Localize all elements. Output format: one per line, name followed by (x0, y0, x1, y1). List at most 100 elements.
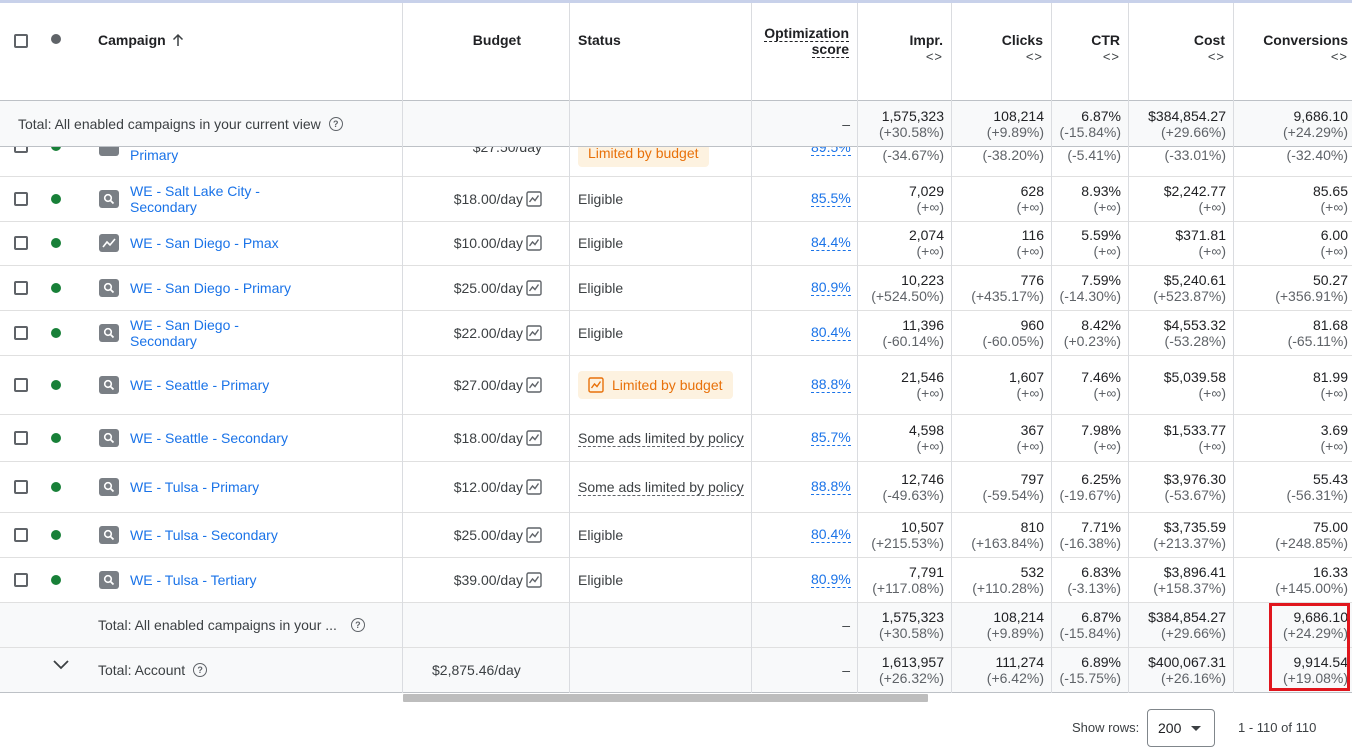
opt-text: 80.9% (811, 279, 851, 296)
value: 6.87% (1081, 609, 1121, 625)
opt-score-link[interactable]: 85.7% (811, 415, 851, 461)
campaign-name-link[interactable]: WE - Tulsa - Secondary (130, 513, 278, 557)
clicks-column-header[interactable]: Clicks <> (952, 32, 1043, 64)
status-limited-badge[interactable]: Limited by budget (578, 356, 733, 414)
status-cell: Eligible (578, 558, 623, 602)
budget-chart-icon[interactable] (526, 280, 542, 296)
opt-score-link[interactable]: 84.4% (811, 221, 851, 265)
select-all-checkbox[interactable] (14, 34, 28, 48)
opt-score-link[interactable]: 89.5% (811, 147, 851, 156)
value: 116 (1021, 227, 1044, 243)
opt-score-link[interactable]: 80.9% (811, 558, 851, 602)
budget-chart-icon[interactable] (526, 235, 542, 251)
opt-score-link[interactable]: 80.4% (811, 513, 851, 557)
budget-chart-icon[interactable] (526, 527, 542, 543)
campaign-name-link[interactable]: WE - San Diego - Primary (130, 266, 291, 310)
enabled-status-dot[interactable] (51, 513, 61, 557)
campaign-name-link[interactable]: WE - Seattle - Primary (130, 356, 269, 414)
clicks-cell: 960 (-60.05%) (952, 311, 1052, 355)
optimization-score-header[interactable]: Optimization score (752, 25, 849, 58)
help-icon[interactable]: ? (328, 116, 343, 131)
value: 75.00 (1312, 519, 1348, 535)
row-checkbox[interactable] (14, 147, 28, 153)
row-checkbox[interactable] (14, 558, 28, 602)
value: 9,686.10 (1293, 609, 1349, 625)
budget-chart-icon[interactable] (526, 325, 542, 341)
top-total-row (0, 101, 1352, 146)
campaign-name-link[interactable]: WE - Seattle - Secondary (130, 415, 288, 461)
enabled-status-dot[interactable] (51, 415, 61, 461)
value: 10,507 (901, 519, 944, 535)
enabled-status-dot[interactable] (51, 311, 61, 355)
row-checkbox[interactable] (14, 356, 28, 414)
value: 111,274 (995, 654, 1044, 670)
budget-chart-icon[interactable] (526, 191, 542, 207)
row-divider (0, 647, 1352, 648)
enabled-status-dot[interactable] (51, 221, 61, 265)
expand-chevron-icon[interactable] (52, 659, 70, 671)
clicks-header-label: Clicks (1001, 32, 1043, 48)
row-checkbox[interactable] (14, 513, 28, 557)
opt-text: 89.5% (811, 147, 851, 156)
opt-score-link[interactable]: 88.8% (811, 462, 851, 512)
cost-column-header[interactable]: Cost <> (1129, 32, 1225, 64)
status-filter-dot[interactable] (51, 34, 61, 44)
budget-chart-icon[interactable] (526, 377, 542, 393)
status-policy-link[interactable]: Some ads limited by policy (578, 415, 744, 461)
impr-column-header[interactable]: Impr. <> (858, 32, 943, 64)
campaign-link[interactable]: Primary (130, 147, 179, 163)
account-total-ctr: 6.89% (-15.75%) (1052, 648, 1129, 692)
enabled-status-dot[interactable] (51, 558, 61, 602)
cost-cell: $1,533.77 (+∞) (1129, 415, 1234, 461)
row-checkbox[interactable] (14, 311, 28, 355)
status-column-header[interactable]: Status (578, 32, 621, 48)
campaign-column-header[interactable]: Campaign (98, 32, 184, 48)
help-icon[interactable]: ? (350, 618, 365, 632)
delta: (+524.50%) (871, 288, 944, 304)
opt-text: 80.4% (811, 324, 851, 341)
opt-score-link[interactable]: 88.8% (811, 356, 851, 414)
conversions-column-header[interactable]: Conversions <> (1234, 32, 1348, 64)
search-campaign-icon (99, 356, 119, 414)
campaign-name-link[interactable]: WE - Salt Lake City - Secondary (130, 177, 260, 221)
enabled-status-dot[interactable] (51, 356, 61, 414)
bottom-total-label: Total: All enabled campaigns in your ...… (98, 603, 365, 647)
help-icon[interactable]: ? (193, 663, 208, 677)
status-limited-badge[interactable]: Limited by budget (578, 147, 709, 167)
row-checkbox[interactable] (14, 415, 28, 461)
row-checkbox[interactable] (14, 177, 28, 221)
status-cell: Eligible (578, 311, 623, 355)
opt-score-link[interactable]: 80.9% (811, 266, 851, 310)
row-checkbox[interactable] (14, 462, 28, 512)
budget-chart-icon[interactable] (526, 430, 542, 446)
value: 6.25% (1081, 471, 1121, 487)
enabled-status-dot[interactable] (51, 462, 61, 512)
impr-cell: 11,396 (-60.14%) (858, 311, 952, 355)
campaign-name-link[interactable]: WE - Tulsa - Primary (130, 462, 259, 512)
budget-chart-icon[interactable] (526, 572, 542, 588)
delta: (+26.16%) (1161, 670, 1226, 686)
campaign-name-link[interactable]: WE - Tulsa - Tertiary (130, 558, 257, 602)
delta: (-14.30%) (1059, 288, 1121, 304)
search-campaign-icon (99, 266, 119, 310)
rows-per-page-select[interactable]: 200 (1147, 709, 1215, 747)
row-checkbox[interactable] (14, 266, 28, 310)
value: 4,598 (908, 422, 944, 438)
budget-text: $39.00/day (453, 572, 523, 588)
campaign-name-link[interactable]: WE - San Diego - Secondary (130, 311, 239, 355)
status-policy-link[interactable]: Some ads limited by policy (578, 462, 744, 512)
opt-score-link[interactable]: 80.4% (811, 311, 851, 355)
horizontal-scrollbar[interactable] (403, 694, 928, 702)
opt-score-link[interactable]: 85.5% (811, 177, 851, 221)
enabled-status-dot[interactable] (51, 177, 61, 221)
campaign-name-link[interactable]: WE - San Diego - Pmax (130, 221, 279, 265)
enabled-status-dot[interactable] (51, 266, 61, 310)
conv-cell: 81.99 (+∞) (1234, 356, 1352, 414)
row-checkbox[interactable] (14, 221, 28, 265)
sort-ascending-icon (172, 33, 183, 46)
budget-column-header[interactable]: Budget (472, 32, 521, 48)
budget-chart-icon[interactable] (526, 479, 542, 495)
campaign-name-line2: Secondary (130, 199, 197, 215)
ctr-column-header[interactable]: CTR <> (1052, 32, 1120, 64)
cost-cell: $3,735.59 (+213.37%) (1129, 513, 1234, 557)
